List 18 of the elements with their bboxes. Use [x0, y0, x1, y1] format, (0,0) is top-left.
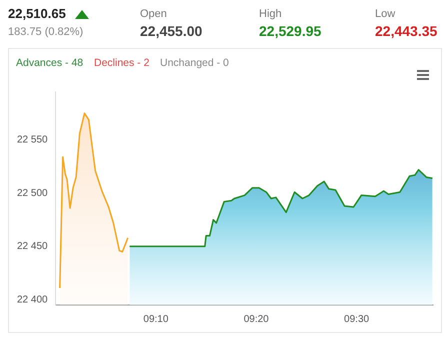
y-tick-label: 22 500 [16, 188, 48, 199]
text: 22,443.35 [375, 23, 438, 39]
text: 22,529.95 [259, 23, 322, 39]
text: 183.75 (0.82%) [8, 26, 84, 38]
text: Unchanged - 0 [160, 57, 229, 69]
y-tick-label: 22 400 [16, 294, 48, 306]
text: Declines - 2 [94, 57, 150, 69]
text: High [259, 8, 282, 20]
text: Open [140, 8, 167, 20]
text: Advances - 48 [16, 57, 84, 69]
y-tick-label: 22 450 [16, 241, 48, 252]
text: 22,510.65 [8, 6, 66, 21]
text: 22,455.00 [140, 23, 202, 39]
y-tick-label: 22 550 [16, 134, 48, 146]
x-tick-label: 09:10 [143, 314, 169, 325]
x-tick-label: 09:20 [244, 314, 270, 325]
text: Low [375, 8, 396, 20]
x-tick-label: 09:30 [344, 314, 370, 325]
